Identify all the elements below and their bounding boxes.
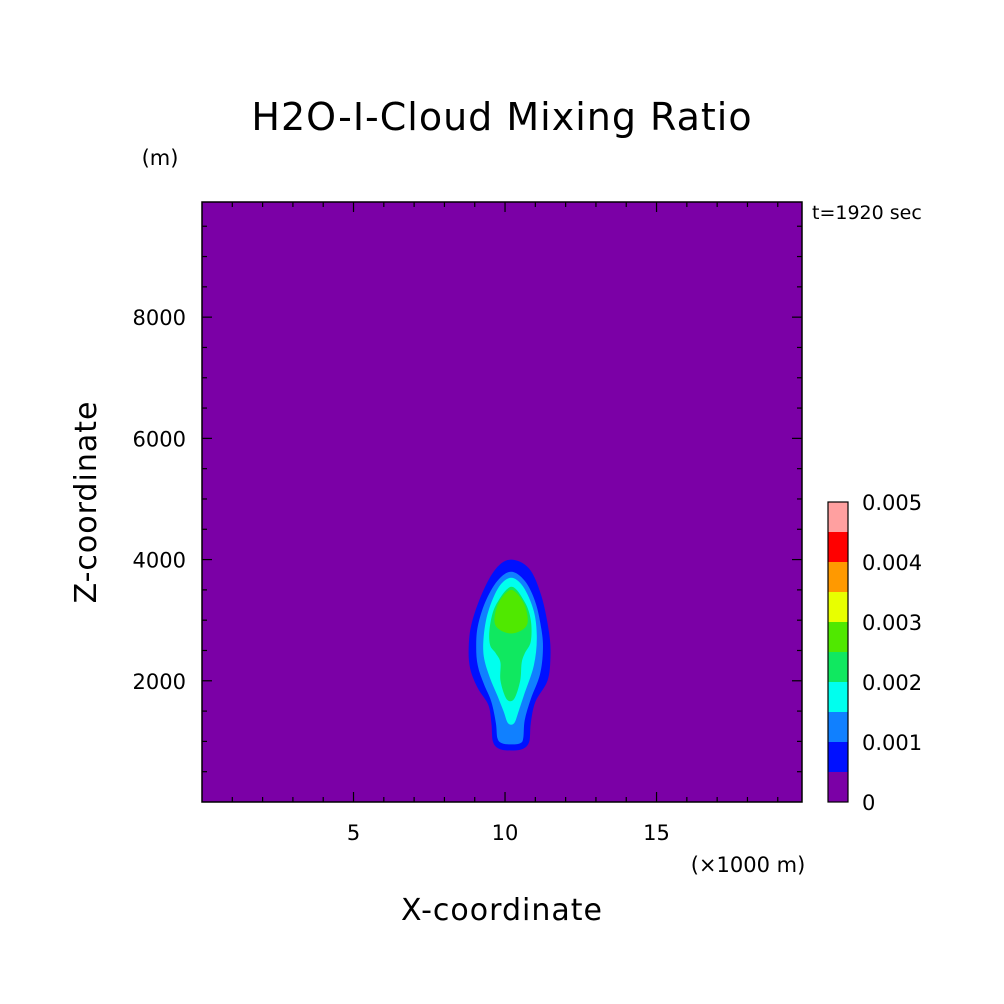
contour-layer [468,559,551,751]
x-tick-label: 5 [347,821,360,845]
colorbar-frame [827,501,849,803]
y-tick-labels: 2000 4000 6000 8000 [133,306,186,694]
contour-level-0.0025 [494,589,528,634]
x-tick-label: 15 [643,821,670,845]
colorbar-swatch [828,562,848,592]
colorbar-swatch [828,772,848,802]
colorbar-swatch [828,592,848,622]
chart-title: H2O-I-Cloud Mixing Ratio [251,95,752,139]
colorbar-swatch [828,652,848,682]
y-unit-label: (m) [142,146,179,170]
colorbar-swatch [828,712,848,742]
colorbar-swatch [828,622,848,652]
colorbar-swatch [828,502,848,532]
colorbar-swatch [828,742,848,772]
colorbar-label: 0 [862,791,875,815]
tick-layer [202,202,802,802]
y-tick-label: 2000 [133,670,186,694]
colorbar: 0 0.001 0.002 0.003 0.004 0.005 [827,491,922,815]
y-tick-label: 4000 [133,549,186,573]
colorbar-label: 0.002 [862,671,922,695]
colorbar-label: 0.004 [862,551,922,575]
x-axis-label: X-coordinate [401,893,603,928]
time-label: t=1920 sec [812,202,922,224]
x-tick-label: 10 [492,821,519,845]
plot-frame [201,201,803,803]
colorbar-label: 0.003 [862,611,922,635]
x-tick-labels: 5 10 15 [347,821,670,845]
colorbar-swatch [828,682,848,712]
colorbar-label: 0.005 [862,491,922,515]
colorbar-swatch [828,532,848,562]
colorbar-label: 0.001 [862,731,922,755]
y-axis-label: Z-coordinate [69,401,104,604]
y-tick-label: 8000 [133,306,186,330]
x-unit-label: (×1000 m) [691,853,806,877]
y-tick-label: 6000 [133,427,186,451]
